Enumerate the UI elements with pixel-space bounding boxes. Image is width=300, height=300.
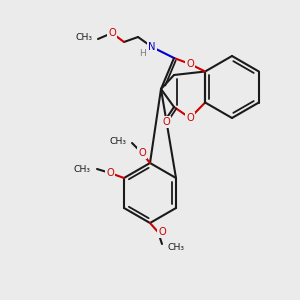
Text: H: H bbox=[140, 50, 146, 58]
Text: O: O bbox=[106, 168, 114, 178]
Text: O: O bbox=[186, 59, 194, 69]
Text: O: O bbox=[138, 148, 146, 158]
Text: N: N bbox=[148, 42, 156, 52]
Text: O: O bbox=[186, 113, 194, 123]
Text: CH₃: CH₃ bbox=[167, 244, 184, 253]
Text: CH₃: CH₃ bbox=[75, 32, 92, 41]
Text: CH₃: CH₃ bbox=[73, 164, 90, 173]
Text: O: O bbox=[162, 117, 170, 127]
Text: O: O bbox=[108, 28, 116, 38]
Text: CH₃: CH₃ bbox=[110, 136, 127, 146]
Text: O: O bbox=[158, 227, 166, 237]
